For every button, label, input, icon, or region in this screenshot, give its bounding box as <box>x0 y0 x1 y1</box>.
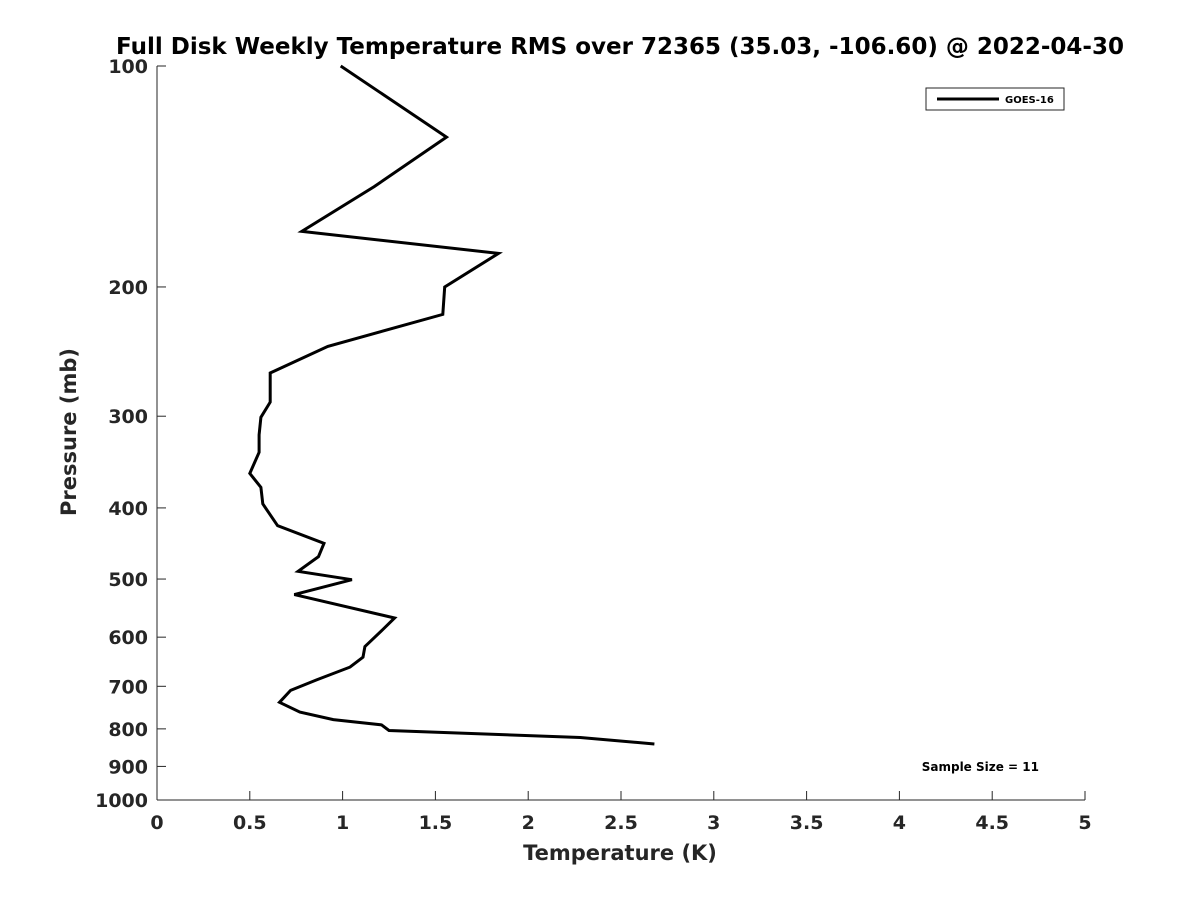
x-tick-label: 2 <box>522 812 535 834</box>
x-tick-label: 0.5 <box>233 812 267 834</box>
x-tick-label: 4 <box>893 812 906 834</box>
x-tick-label: 3 <box>707 812 720 834</box>
y-axis-label: Pressure (mb) <box>57 348 81 516</box>
y-tick-label: 300 <box>108 406 148 428</box>
series-line-goes-16 <box>248 64 655 746</box>
series-lines <box>248 64 655 746</box>
y-tick-label: 1000 <box>95 790 148 812</box>
y-tick-label: 900 <box>108 756 148 778</box>
y-tick-label: 400 <box>108 498 148 520</box>
x-tick-label: 2.5 <box>604 812 638 834</box>
x-tick-label: 4.5 <box>975 812 1009 834</box>
x-tick-label: 5 <box>1078 812 1091 834</box>
x-tick-label: 1.5 <box>419 812 453 834</box>
legend-label: GOES-16 <box>1005 95 1054 106</box>
axes: 0 0.5 1 1.5 2 2.5 3 3.5 4 4.5 5 100 200 300 400 500 600 7… <box>95 56 1092 834</box>
chart-title: Full Disk Weekly Temperature RMS over 72… <box>116 34 1124 60</box>
y-tick-label: 500 <box>108 569 148 591</box>
x-tick-label: 3.5 <box>790 812 824 834</box>
y-tick-label: 600 <box>108 627 148 649</box>
y-tick-label: 100 <box>108 56 148 78</box>
y-tick-label: 800 <box>108 719 148 741</box>
x-tick-label: 0 <box>150 812 163 834</box>
x-axis-label: Temperature (K) <box>523 841 717 865</box>
legend: GOES-16 <box>925 87 1065 111</box>
sample-size-note: Sample Size = 11 <box>922 760 1039 774</box>
x-tick-label: 1 <box>336 812 349 834</box>
y-tick-label: 700 <box>108 676 148 698</box>
y-tick-label: 200 <box>108 277 148 299</box>
